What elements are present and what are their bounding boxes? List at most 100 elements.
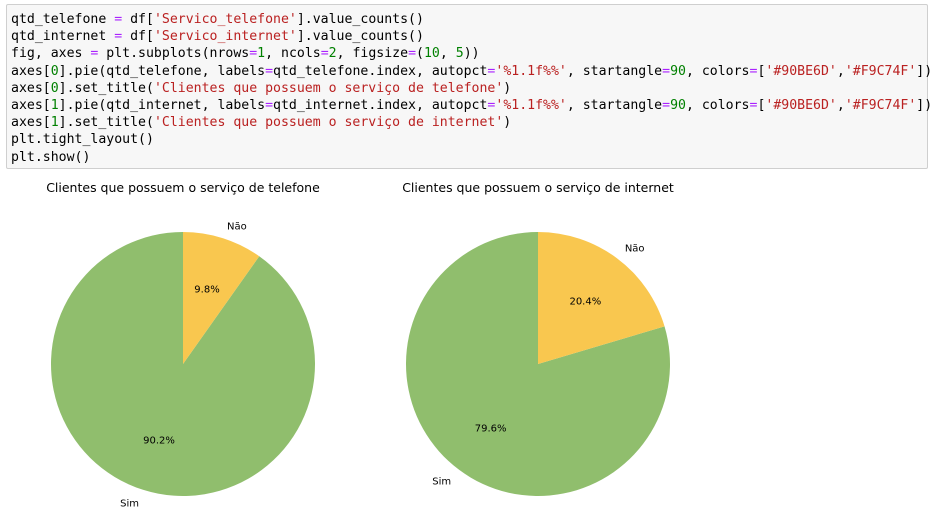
slice-label: Sim (432, 476, 451, 487)
pie-slice-sim (51, 232, 316, 496)
code-token: 0 (50, 80, 59, 96)
slice-label: Sim (120, 498, 139, 509)
code-token: 2 (328, 46, 337, 62)
code-token: axes[ (11, 80, 51, 96)
chart-title: Clientes que possuem o serviço de intern… (402, 180, 674, 195)
code-token: df[ (122, 29, 154, 45)
code-token: plt.show() (11, 149, 91, 165)
code-token: ]) (916, 98, 930, 114)
code-token: = (114, 29, 123, 45)
code-token: ].set_title( (58, 115, 154, 131)
code-token: ( (416, 46, 424, 62)
code-token: = (487, 63, 496, 79)
code-token: = (662, 98, 671, 114)
code-token: ].set_title( (58, 80, 154, 96)
code-line: axes[0].set_title('Clientes que possuem … (11, 80, 927, 97)
code-line: axes[1].set_title('Clientes que possuem … (11, 114, 927, 131)
code-token: 1 (257, 46, 266, 62)
percent-label: 9.8% (194, 285, 219, 296)
code-token: , colors (685, 63, 750, 79)
code-token: axes[ (11, 115, 51, 131)
code-token: = (265, 63, 274, 79)
code-token: 10 (423, 46, 440, 62)
pie-slices: Sim 79.6% Não 20.4% (406, 232, 670, 496)
pie-slice-nao (538, 232, 665, 364)
code-token: = (249, 46, 258, 62)
code-token: [ (757, 98, 766, 114)
code-token: ]) (916, 63, 930, 79)
code-token: 'Clientes que possuem o serviço de telef… (153, 80, 504, 96)
code-token: = (90, 46, 99, 62)
code-token: 'Servico_telefone' (153, 12, 297, 27)
code-token: ) (503, 115, 512, 131)
code-line: qtd_telefone = df['Servico_telefone'].va… (11, 11, 927, 28)
code-token: '#90BE6D' (765, 63, 837, 79)
slice-label: Não (625, 244, 645, 255)
code-token: '#90BE6D' (765, 98, 837, 114)
code-token: '%1.1f%%' (495, 98, 567, 114)
code-token: , ncols (265, 46, 321, 62)
code-token: [ (757, 63, 766, 79)
chart-title: Clientes que possuem o serviço de telefo… (46, 180, 320, 195)
percent-label: 20.4% (569, 297, 601, 308)
pie-chart-internet: Clientes que possuem o serviço de intern… (402, 180, 674, 496)
pie-figure: Clientes que possuem o serviço de telefo… (46, 180, 674, 509)
code-token: qtd_telefone.index, autopct (273, 63, 488, 79)
code-token: qtd_telefone (11, 12, 115, 27)
code-token: plt.tight_layout() (11, 132, 154, 148)
code-token: df[ (122, 12, 154, 27)
code-token: , colors (685, 98, 750, 114)
code-token: = (662, 63, 671, 79)
code-token: = (487, 98, 496, 114)
code-token: '#F9C74F' (844, 63, 917, 79)
code-token: qtd_internet (11, 29, 115, 45)
code-token: 90 (670, 98, 686, 114)
code-token: , (836, 98, 845, 114)
code-editor[interactable]: qtd_telefone = df['Servico_telefone'].va… (11, 11, 930, 166)
code-token: , startangle (566, 98, 663, 114)
code-line: plt.tight_layout() (11, 131, 927, 148)
code-cell[interactable]: qtd_telefone = df['Servico_telefone'].va… (6, 4, 930, 169)
pie-slice-nao (183, 232, 260, 364)
code-token: qtd_internet.index, autopct (273, 98, 488, 114)
code-token: )) (463, 46, 480, 62)
code-token: , (439, 46, 456, 62)
code-token: 1 (50, 98, 59, 114)
code-token: = (265, 98, 274, 114)
code-token: , (836, 63, 845, 79)
code-line: plt.show() (11, 149, 927, 166)
code-token: axes[ (11, 98, 51, 114)
percent-label: 90.2% (143, 435, 175, 446)
code-token: ) (503, 80, 512, 96)
code-token: = (749, 63, 758, 79)
code-token: '%1.1f%%' (495, 63, 567, 79)
code-token: 5 (455, 46, 464, 62)
code-token: , startangle (566, 63, 663, 79)
code-token: '#F9C74F' (844, 98, 917, 114)
code-token: fig, axes (11, 46, 91, 62)
pie-chart-telefone: Clientes que possuem o serviço de telefo… (46, 180, 320, 509)
code-line: fig, axes = plt.subplots(nrows=1, ncols=… (11, 45, 927, 62)
code-token: axes[ (11, 63, 51, 79)
code-token: plt.subplots(nrows (98, 46, 250, 62)
code-token: , figsize (336, 46, 409, 62)
code-token: 0 (50, 63, 59, 79)
code-token: ].pie(qtd_internet, labels (58, 98, 266, 114)
code-token: ].value_counts() (296, 29, 424, 45)
code-line: axes[1].pie(qtd_internet, labels=qtd_int… (11, 97, 930, 114)
code-token: 1 (50, 115, 59, 131)
code-token: ].pie(qtd_telefone, labels (58, 63, 266, 79)
code-token: 'Clientes que possuem o serviço de inter… (153, 115, 504, 131)
code-token: = (408, 46, 417, 62)
code-token: = (749, 98, 758, 114)
code-line: qtd_internet = df['Servico_internet'].va… (11, 28, 927, 45)
code-token: = (114, 12, 123, 27)
code-line: axes[0].pie(qtd_telefone, labels=qtd_tel… (11, 63, 930, 80)
code-token: 'Servico_internet' (153, 29, 297, 45)
code-token: = (320, 46, 329, 62)
pie-slices: Sim 90.2% Não 9.8% (51, 222, 316, 509)
code-token: 90 (670, 63, 686, 79)
cell-output: Clientes que possuem o serviço de telefo… (0, 172, 930, 517)
percent-label: 79.6% (475, 423, 507, 434)
code-token: ].value_counts() (296, 12, 424, 27)
